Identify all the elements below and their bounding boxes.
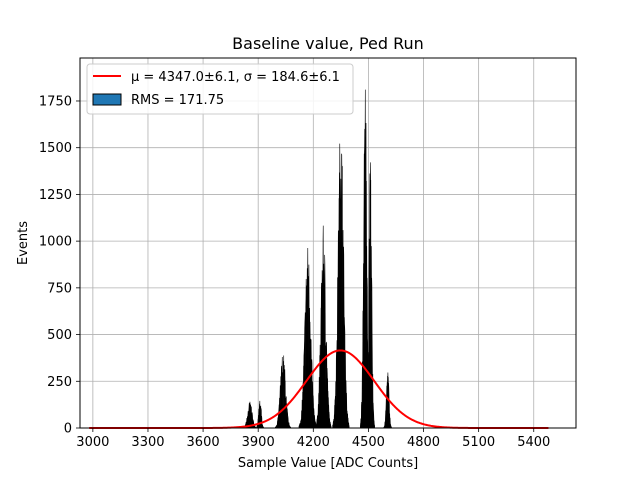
y-tick-label: 500 xyxy=(47,328,72,343)
y-tick-label: 1250 xyxy=(39,188,72,203)
legend-rms-swatch xyxy=(92,93,122,106)
x-tick-label: 3300 xyxy=(131,435,164,450)
x-tick-label: 5100 xyxy=(462,435,495,450)
legend: μ = 4347.0±6.1, σ = 184.6±6.1 RMS = 171.… xyxy=(86,63,354,115)
plot-frame xyxy=(79,57,577,429)
x-tick-label: 3900 xyxy=(242,435,275,450)
chart-title: Baseline value, Ped Run xyxy=(232,34,424,53)
histogram-cluster-7 xyxy=(365,162,375,429)
histogram-cluster-5 xyxy=(332,143,350,429)
x-tick-label: 3000 xyxy=(76,435,109,450)
x-tick-label: 5400 xyxy=(517,435,550,450)
legend-rms-label: RMS = 171.75 xyxy=(131,93,224,108)
histogram-cluster-4 xyxy=(315,225,332,429)
y-tick-label: 1750 xyxy=(39,94,72,109)
y-tick-label: 1500 xyxy=(39,141,72,156)
histogram-cluster-3 xyxy=(298,248,317,429)
y-tick-label: 250 xyxy=(47,375,72,390)
x-tick-label: 3600 xyxy=(187,435,220,450)
x-tick-label: 4500 xyxy=(352,435,385,450)
legend-box xyxy=(86,63,354,115)
x-axis-label: Sample Value [ADC Counts] xyxy=(238,456,418,471)
histogram-cluster-2 xyxy=(274,355,292,429)
y-tick-label: 0 xyxy=(64,422,72,437)
axis-ticks: 3000 3300 3600 3900 4200 4500 4800 5100 5400 0 250… xyxy=(39,94,550,450)
y-tick-label: 750 xyxy=(47,281,72,296)
legend-fit-label: μ = 4347.0±6.1, σ = 184.6±6.1 xyxy=(131,70,340,85)
y-tick-label: 1000 xyxy=(39,235,72,250)
x-tick-label: 4800 xyxy=(407,435,440,450)
histogram-cluster-0 xyxy=(243,401,257,429)
y-axis-label: Events xyxy=(16,221,31,265)
x-tick-label: 4200 xyxy=(297,435,330,450)
histogram-bars xyxy=(243,89,392,429)
